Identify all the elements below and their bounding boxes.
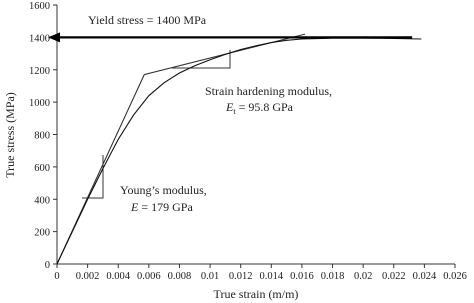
y-tick-label: 400 (34, 195, 50, 206)
x-tick-label: 0.016 (290, 271, 314, 282)
y-tick-label: 1600 (29, 1, 50, 12)
y-tick-label: 1000 (29, 98, 50, 109)
y-tick-label: 1400 (29, 33, 50, 44)
subscript: t (233, 107, 236, 116)
symbol: E (225, 100, 234, 114)
series-line (56, 33, 306, 265)
x-axis-label: True strain (m/m) (214, 287, 299, 301)
x-tick-label: 0.006 (137, 271, 161, 282)
x-tick-label: 0.026 (443, 271, 467, 282)
value-text: = 179 GPa (138, 200, 193, 214)
arrow-head (48, 32, 60, 43)
annotation: E = 179 GPa (130, 200, 193, 214)
x-tick-label: 0.024 (413, 271, 437, 282)
x-tick-label: 0.022 (382, 271, 406, 282)
annotation: Strain hardening modulus, (205, 84, 332, 98)
slope-triangle (172, 50, 231, 69)
x-tick-label: 0.02 (354, 271, 372, 282)
series-line (56, 37, 422, 265)
x-tick-label: 0.004 (106, 271, 130, 282)
y-tick-label: 800 (34, 131, 50, 142)
value-text: = 95.8 GPa (236, 100, 294, 114)
y-axis-label: True stress (MPa) (3, 92, 17, 178)
x-tick-label: 0.018 (321, 271, 345, 282)
x-tick-label: 0.012 (229, 271, 253, 282)
x-tick-label: 0.008 (168, 271, 192, 282)
y-tick-label: 0 (45, 260, 50, 271)
annotation: Et = 95.8 GPa (225, 100, 294, 116)
y-tick-label: 1200 (29, 66, 50, 77)
x-tick-label: 0.01 (201, 271, 219, 282)
x-tick-label: 0.002 (76, 271, 100, 282)
x-tick-label: 0 (54, 271, 59, 282)
slope-triangle (82, 155, 104, 199)
x-tick-label: 0.014 (259, 271, 283, 282)
y-tick-label: 600 (34, 163, 50, 174)
annotation: Young’s modulus, (120, 183, 207, 197)
annotation: Yield stress = 1400 MPa (88, 13, 207, 27)
y-tick-label: 200 (34, 228, 50, 239)
symbol: E (130, 200, 139, 214)
